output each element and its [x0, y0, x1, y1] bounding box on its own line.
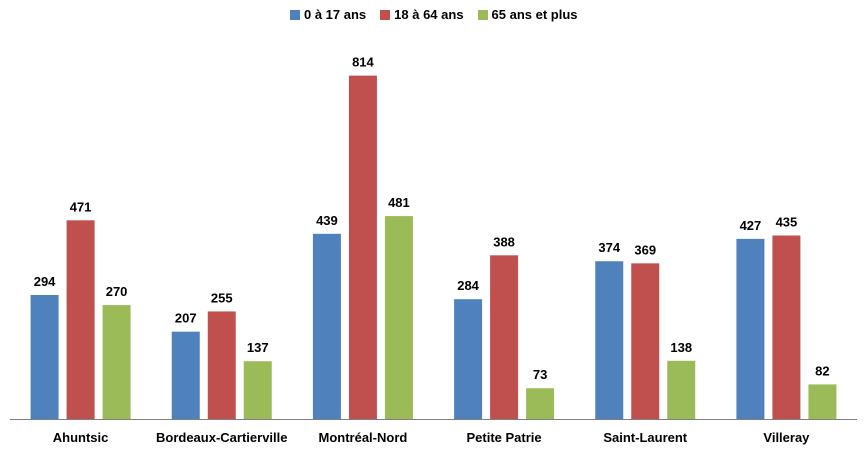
- data-label-ahuntsic-0-a-17-ans: 294: [34, 274, 56, 289]
- data-label-montreal-nord-65-ans-et-plus: 481: [388, 195, 410, 210]
- data-label-villeray-65-ans-et-plus: 82: [815, 363, 829, 378]
- bar-villeray-18-a-64-ans: [772, 235, 801, 419]
- data-label-villeray-0-a-17-ans: 427: [740, 218, 762, 233]
- bar-petite-patrie-18-a-64-ans: [490, 255, 519, 419]
- data-label-montreal-nord-18-a-64-ans: 814: [352, 55, 374, 70]
- legend-item-0-17: 0 à 17 ans: [290, 7, 366, 22]
- bar-montreal-nord-18-a-64-ans: [348, 75, 377, 419]
- bar-bordeaux-cartierville-18-a-64-ans: [207, 311, 236, 419]
- data-label-ahuntsic-65-ans-et-plus: 270: [106, 284, 128, 299]
- data-label-bordeaux-cartierville-65-ans-et-plus: 137: [247, 340, 269, 355]
- data-label-saint-laurent-65-ans-et-plus: 138: [670, 340, 692, 355]
- bar-petite-patrie-65-ans-et-plus: [526, 388, 555, 419]
- bar-villeray-65-ans-et-plus: [808, 384, 837, 419]
- data-label-petite-patrie-65-ans-et-plus: 73: [533, 367, 547, 382]
- data-label-bordeaux-cartierville-18-a-64-ans: 255: [211, 290, 233, 305]
- bar-saint-laurent-65-ans-et-plus: [667, 360, 696, 419]
- data-label-villeray-18-a-64-ans: 435: [776, 215, 798, 230]
- bar-petite-patrie-0-a-17-ans: [454, 299, 483, 419]
- legend-swatch-65-plus: [477, 9, 488, 20]
- bar-ahuntsic-0-a-17-ans: [30, 294, 59, 419]
- data-label-bordeaux-cartierville-0-a-17-ans: 207: [175, 311, 197, 326]
- bar-ahuntsic-18-a-64-ans: [66, 220, 95, 419]
- data-label-petite-patrie-0-a-17-ans: 284: [457, 278, 479, 293]
- legend-label-18-64: 18 à 64 ans: [394, 7, 464, 22]
- category-label-petite-patrie: Petite Patrie: [467, 430, 542, 445]
- legend-label-65-plus: 65 ans et plus: [491, 7, 578, 22]
- bar-saint-laurent-0-a-17-ans: [595, 261, 624, 419]
- legend-swatch-18-64: [380, 9, 391, 20]
- legend-item-65-plus: 65 ans et plus: [477, 7, 578, 22]
- category-label-saint-laurent: Saint-Laurent: [603, 430, 687, 445]
- category-label-montreal-nord: Montréal-Nord: [318, 430, 407, 445]
- category-label-ahuntsic: Ahuntsic: [53, 430, 109, 445]
- data-label-ahuntsic-18-a-64-ans: 471: [70, 199, 92, 214]
- legend: 0 à 17 ans 18 à 64 ans 65 ans et plus: [290, 7, 578, 22]
- legend-swatch-0-17: [290, 9, 300, 20]
- data-label-saint-laurent-0-a-17-ans: 374: [598, 240, 620, 255]
- bar-montreal-nord-0-a-17-ans: [312, 233, 341, 419]
- category-label-bordeaux-cartierville: Bordeaux-Cartierville: [156, 430, 288, 445]
- data-label-petite-patrie-18-a-64-ans: 388: [493, 234, 515, 249]
- data-label-saint-laurent-18-a-64-ans: 369: [634, 242, 656, 257]
- bar-montreal-nord-65-ans-et-plus: [384, 216, 413, 419]
- bar-bordeaux-cartierville-0-a-17-ans: [171, 331, 200, 419]
- category-label-villeray: Villeray: [763, 430, 810, 445]
- bar-villeray-0-a-17-ans: [736, 238, 765, 419]
- legend-item-18-64: 18 à 64 ans: [380, 7, 464, 22]
- bar-ahuntsic-65-ans-et-plus: [102, 305, 131, 419]
- data-label-montreal-nord-0-a-17-ans: 439: [316, 213, 338, 228]
- bar-bordeaux-cartierville-65-ans-et-plus: [243, 361, 272, 419]
- bar-saint-laurent-18-a-64-ans: [631, 263, 660, 419]
- legend-label-0-17: 0 à 17 ans: [304, 7, 367, 22]
